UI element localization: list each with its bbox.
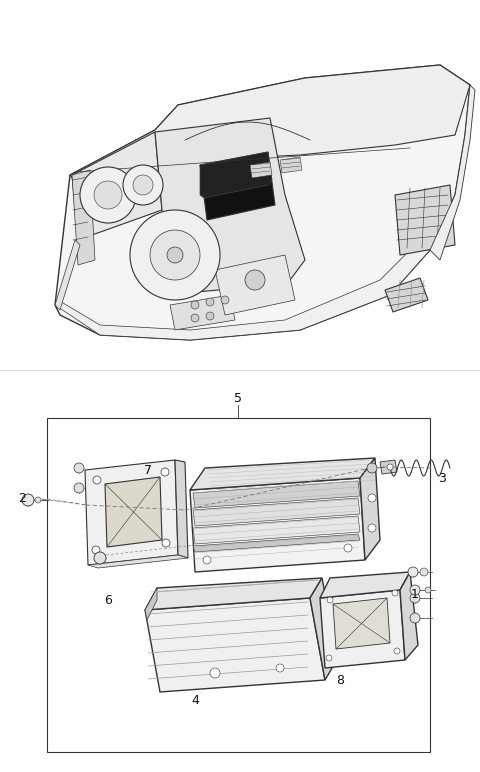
Circle shape [276, 664, 284, 672]
Circle shape [410, 593, 420, 603]
Polygon shape [380, 460, 397, 474]
Circle shape [167, 247, 183, 263]
Circle shape [425, 587, 431, 593]
Polygon shape [250, 162, 272, 178]
Polygon shape [385, 278, 428, 312]
Polygon shape [193, 516, 360, 544]
Circle shape [245, 270, 265, 290]
Circle shape [326, 655, 332, 661]
Polygon shape [85, 460, 178, 565]
Polygon shape [155, 118, 305, 295]
Circle shape [368, 494, 376, 502]
Text: 5: 5 [234, 391, 242, 405]
Circle shape [410, 613, 420, 623]
Text: 6: 6 [104, 594, 112, 607]
Text: 8: 8 [336, 673, 344, 686]
Circle shape [203, 556, 211, 564]
Polygon shape [320, 572, 410, 598]
Circle shape [35, 497, 41, 503]
Polygon shape [320, 590, 405, 668]
Polygon shape [70, 65, 470, 182]
Circle shape [94, 181, 122, 209]
Polygon shape [193, 481, 360, 508]
Polygon shape [395, 185, 455, 255]
Text: 4: 4 [191, 693, 199, 706]
Polygon shape [193, 498, 360, 526]
Circle shape [80, 167, 136, 223]
Polygon shape [215, 255, 295, 315]
Polygon shape [310, 578, 338, 680]
Circle shape [368, 524, 376, 532]
Circle shape [22, 494, 34, 506]
Polygon shape [430, 85, 475, 260]
Circle shape [93, 476, 101, 484]
Circle shape [191, 301, 199, 309]
Polygon shape [190, 458, 375, 490]
Polygon shape [400, 572, 418, 660]
Circle shape [327, 597, 333, 603]
Circle shape [367, 463, 377, 473]
Polygon shape [280, 157, 302, 173]
Polygon shape [72, 132, 162, 240]
Polygon shape [145, 598, 325, 692]
Polygon shape [333, 598, 390, 649]
Circle shape [206, 312, 214, 320]
Circle shape [408, 567, 418, 577]
Circle shape [133, 175, 153, 195]
Circle shape [387, 464, 393, 470]
Circle shape [150, 230, 200, 280]
Polygon shape [200, 152, 272, 198]
Circle shape [74, 463, 84, 473]
Circle shape [410, 585, 420, 595]
Polygon shape [105, 477, 162, 547]
Circle shape [394, 648, 400, 654]
Polygon shape [175, 460, 188, 558]
Polygon shape [200, 152, 275, 220]
Polygon shape [145, 588, 157, 620]
Text: 7: 7 [144, 463, 152, 476]
Polygon shape [55, 240, 430, 340]
Circle shape [123, 165, 163, 205]
Text: 3: 3 [438, 472, 446, 485]
Polygon shape [55, 65, 470, 340]
Circle shape [344, 544, 352, 552]
Circle shape [191, 314, 199, 322]
Bar [47, 418, 430, 752]
Polygon shape [190, 478, 365, 572]
Polygon shape [170, 295, 235, 330]
Circle shape [92, 546, 100, 554]
Circle shape [392, 590, 398, 596]
Polygon shape [55, 240, 80, 310]
Circle shape [221, 296, 229, 304]
Text: 1: 1 [411, 588, 419, 601]
Text: 2: 2 [18, 492, 26, 504]
Polygon shape [88, 555, 188, 568]
Circle shape [162, 539, 170, 547]
Polygon shape [193, 534, 360, 552]
Circle shape [74, 483, 84, 493]
Circle shape [420, 568, 428, 576]
Circle shape [94, 552, 106, 564]
Polygon shape [360, 458, 380, 560]
Polygon shape [145, 578, 322, 610]
Circle shape [206, 298, 214, 306]
Circle shape [130, 210, 220, 300]
Circle shape [161, 468, 169, 476]
Polygon shape [72, 170, 95, 265]
Circle shape [210, 668, 220, 678]
